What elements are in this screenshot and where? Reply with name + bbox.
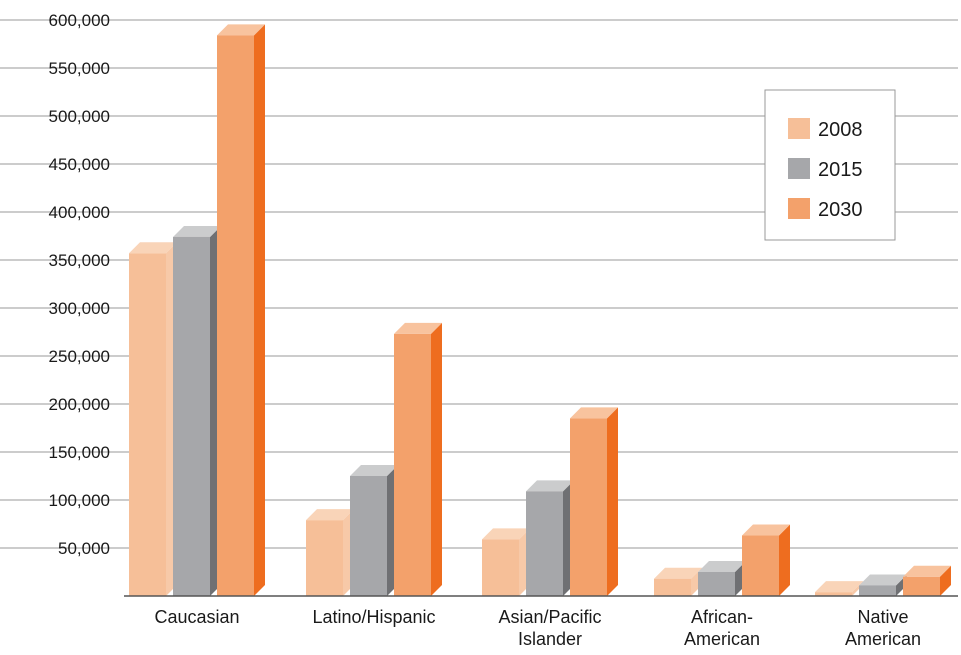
y-tick-label: 550,000 <box>49 59 110 78</box>
bar <box>482 528 530 596</box>
y-tick-label: 250,000 <box>49 347 110 366</box>
x-category-label-line: Caucasian <box>154 607 239 627</box>
y-tick-label: 150,000 <box>49 443 110 462</box>
bar-face <box>217 35 254 597</box>
bar-face <box>570 418 607 596</box>
legend-swatch <box>788 158 810 179</box>
bar-face <box>742 535 779 596</box>
bar-face <box>129 253 166 596</box>
x-category-label-line: American <box>845 629 921 649</box>
bar-top <box>526 480 574 492</box>
legend-swatch <box>788 118 810 139</box>
bar-face <box>815 592 852 596</box>
bar-top <box>859 574 907 586</box>
y-tick-label: 500,000 <box>49 107 110 126</box>
bar <box>217 24 265 597</box>
x-category-label: Native American <box>845 607 921 649</box>
bar-top <box>394 322 442 334</box>
bar-top <box>570 407 618 419</box>
bar <box>698 561 746 596</box>
x-category-label-line: Islander <box>518 629 582 649</box>
bar-top <box>903 565 951 577</box>
bar-face <box>859 585 896 596</box>
x-category-label: Asian/Pacific Islander <box>498 607 601 649</box>
bar-face <box>526 491 563 596</box>
x-category-label-line: Latino/Hispanic <box>312 607 435 627</box>
bar-face <box>306 520 343 596</box>
bar-side <box>940 565 951 596</box>
bar-face <box>350 476 387 596</box>
bar-top <box>306 509 354 521</box>
legend-swatch <box>788 198 810 219</box>
bar-face <box>482 539 519 596</box>
y-axis-ticks: 50,000 100,000 150,000 200,000 250,000 300,00… <box>49 11 110 558</box>
bar-top <box>698 561 746 572</box>
bar <box>129 242 177 596</box>
bar <box>350 465 398 596</box>
bar <box>570 407 618 596</box>
x-axis-categories: Caucasian Latino/Hispanic Asian/Pacific Isl… <box>154 607 921 649</box>
y-tick-label: 600,000 <box>49 11 110 30</box>
bars <box>129 24 951 597</box>
bar-top <box>742 524 790 536</box>
legend-label: 2008 <box>818 119 863 141</box>
bar-top <box>654 567 702 579</box>
y-tick-label: 50,000 <box>58 539 110 558</box>
x-category-label: Latino/Hispanic <box>312 607 435 627</box>
y-tick-label: 100,000 <box>49 491 110 510</box>
bar-face <box>903 576 940 596</box>
bar-side <box>431 322 442 596</box>
y-tick-label: 200,000 <box>49 395 110 414</box>
bar <box>173 225 221 596</box>
bar <box>526 480 574 596</box>
bar-top <box>129 242 177 254</box>
bar-top <box>482 528 530 540</box>
bar <box>903 565 951 596</box>
bar <box>394 322 442 596</box>
x-category-label: African-American <box>684 607 760 649</box>
bar <box>742 524 790 596</box>
bar-face <box>698 572 735 596</box>
legend-label: 2015 <box>818 159 863 181</box>
bar <box>306 509 354 596</box>
bar-top <box>173 225 221 237</box>
bar-face <box>654 578 691 596</box>
x-category-label-line: Asian/Pacific <box>498 607 601 627</box>
bar <box>815 581 863 596</box>
x-category-label-line: African- <box>691 607 753 627</box>
bar-side <box>254 24 265 597</box>
y-tick-label: 400,000 <box>49 203 110 222</box>
bar-side <box>607 407 618 596</box>
bar-face <box>173 236 210 596</box>
legend-box <box>764 89 896 241</box>
bar-face <box>394 333 431 596</box>
y-tick-label: 450,000 <box>49 155 110 174</box>
bar-side <box>779 524 790 596</box>
legend: 2008 2015 2030 <box>764 89 896 241</box>
legend-label: 2030 <box>818 199 863 221</box>
y-tick-label: 350,000 <box>49 251 110 270</box>
bar-top <box>815 581 863 593</box>
y-tick-label: 300,000 <box>49 299 110 318</box>
bar <box>654 567 702 596</box>
x-category-label-line: American <box>684 629 760 649</box>
x-category-label: Caucasian <box>154 607 239 627</box>
bar-top <box>350 465 398 476</box>
bar-top <box>217 24 265 36</box>
bar <box>859 574 907 596</box>
x-category-label-line: Native <box>857 607 908 627</box>
